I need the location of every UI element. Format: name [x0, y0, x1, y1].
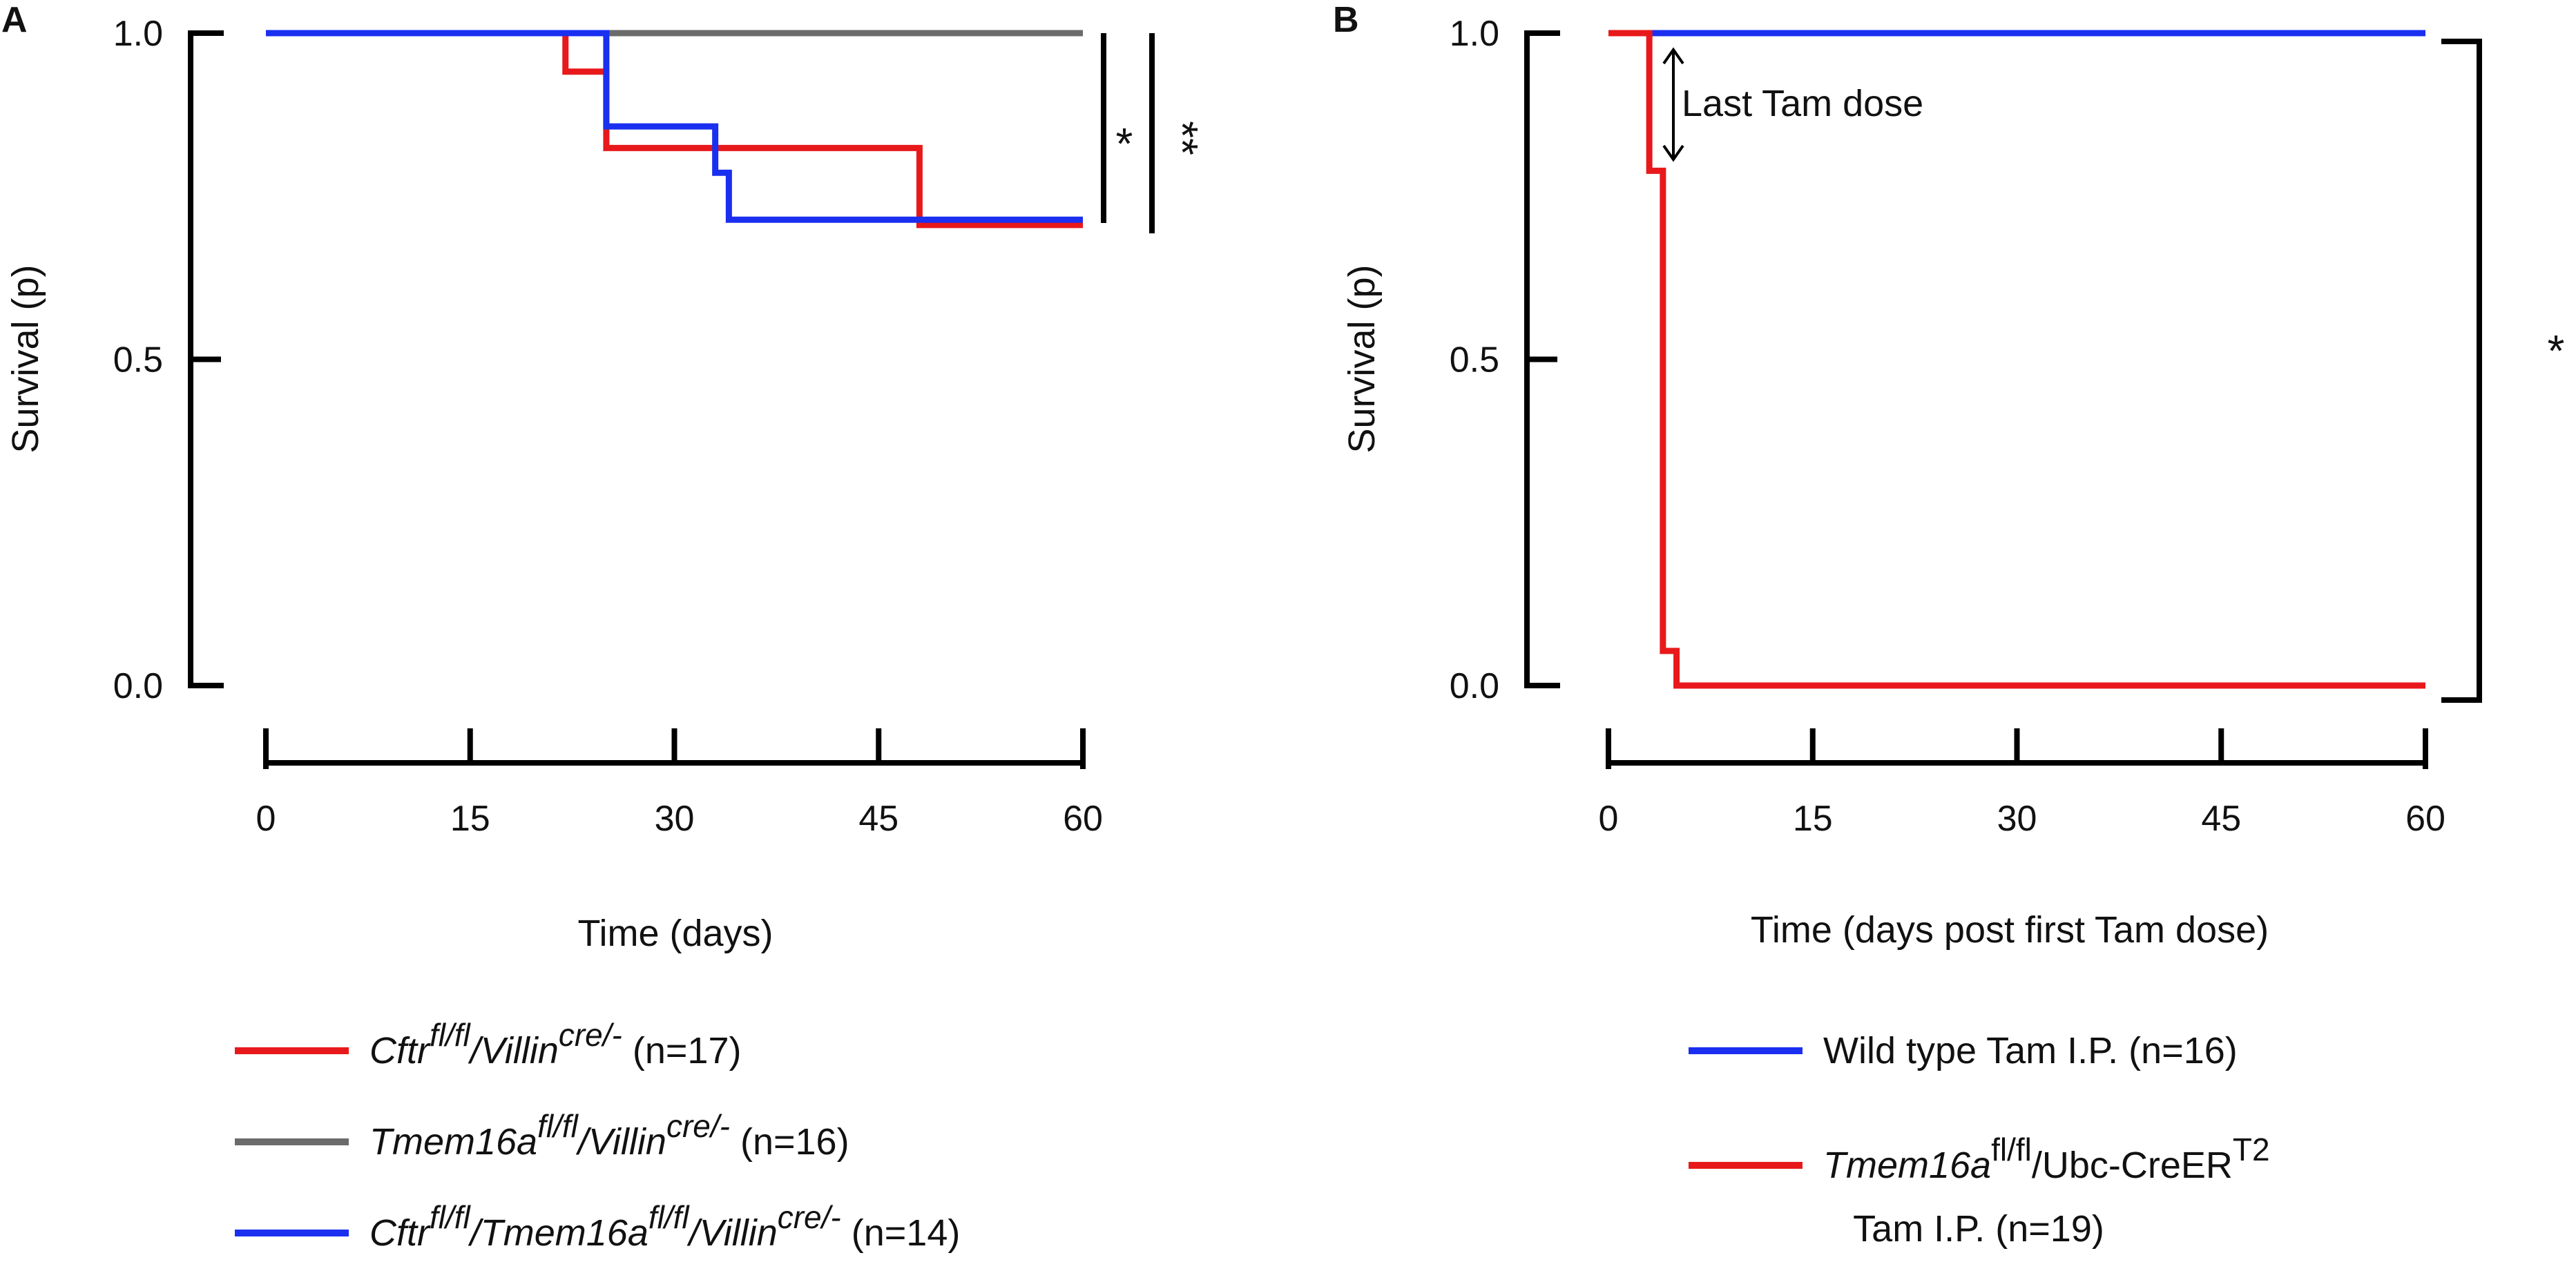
panel-b-series — [1608, 30, 2425, 689]
x-tick-label: 45 — [2201, 799, 2241, 839]
panel-a-y-axis-label: Survival (p) — [5, 264, 46, 453]
y-tick-label: 1.0 — [1450, 14, 1499, 54]
panel-b-x-axis — [1606, 760, 2428, 769]
panel-b-x-axis-label: Time (days post first Tam dose) — [1751, 909, 2269, 951]
last-tam-dose-arrow — [1662, 47, 1684, 162]
series-line-2 — [1608, 30, 2425, 689]
legend-label-1: Wild type Tam I.P. (n=16) — [1823, 1030, 2238, 1071]
panel-a-label: A — [1, 0, 28, 40]
y-tick-label: 1.0 — [113, 14, 163, 54]
panel-b-y-ticks: 0.0 0.5 1.0 — [1450, 14, 1557, 706]
panel-a-sig-1: * — [1116, 119, 1133, 168]
y-tick-label: 0.5 — [113, 340, 163, 380]
legend-label-1: Cftrfl/fl/Villincre/- (n=17) — [369, 1017, 741, 1071]
legend-label-2-line2: Tam I.P. (n=19) — [1853, 1208, 2104, 1250]
y-tick-label: 0.5 — [1450, 340, 1499, 380]
x-tick-label: 15 — [1793, 799, 1833, 839]
panel-a-x-axis — [263, 760, 1086, 769]
legend-label-3: Cftrfl/fl/Tmem16afl/fl/Villincre/- (n=14… — [369, 1199, 960, 1254]
series-line-3 — [266, 30, 1083, 223]
panel-a-y-ticks: 0.0 0.5 1.0 — [113, 14, 221, 706]
x-tick-label: 30 — [655, 799, 695, 839]
y-tick-label: 0.0 — [113, 666, 163, 706]
x-tick-label: 0 — [256, 799, 276, 839]
panel-b-x-ticks: 0 15 30 45 60 — [1599, 728, 2445, 839]
panel-a-x-axis-label: Time (days) — [577, 913, 773, 954]
panel-b-y-axis-label: Survival (p) — [1341, 264, 1383, 453]
panel-a-legend: Cftrfl/fl/Villincre/- (n=17) Tmem16afl/fl… — [235, 1017, 960, 1254]
y-tick-label: 0.0 — [1450, 666, 1499, 706]
x-tick-label: 60 — [1063, 799, 1103, 839]
panel-a-series — [266, 30, 1083, 229]
x-tick-label: 30 — [1997, 799, 2037, 839]
panel-a-x-ticks: 0 15 30 45 60 — [256, 728, 1103, 839]
last-tam-dose-label: Last Tam dose — [1682, 83, 1923, 124]
legend-label-2: Tmem16afl/fl/Ubc-CreERT2 — [1823, 1132, 2270, 1186]
x-tick-label: 60 — [2405, 799, 2445, 839]
panel-a: A 0.0 0.5 1.0 0 15 30 45 60 Survival (p) Time … — [1, 0, 1207, 1254]
panel-b: B 0.0 0.5 1.0 0 15 30 45 60 Survival (p) Time … — [1333, 0, 2564, 1250]
panel-a-sig-2: ** — [1157, 121, 1207, 155]
panel-b-label: B — [1333, 0, 1359, 40]
x-tick-label: 15 — [450, 799, 490, 839]
x-tick-label: 45 — [858, 799, 898, 839]
legend-label-2: Tmem16afl/fl/Villincre/- (n=16) — [369, 1108, 849, 1163]
panel-b-legend: Wild type Tam I.P. (n=16) Tmem16afl/fl/Ub… — [1689, 1030, 2270, 1250]
panel-b-sig: * — [2548, 326, 2565, 376]
panel-b-bracket — [2441, 39, 2482, 703]
x-tick-label: 0 — [1599, 799, 1619, 839]
